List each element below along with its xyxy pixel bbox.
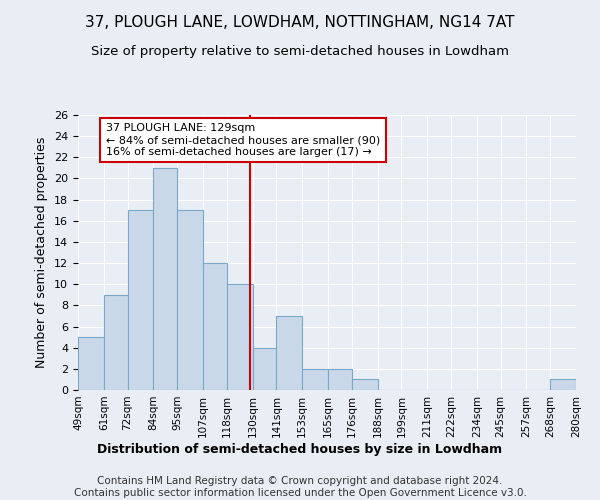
Text: Contains HM Land Registry data © Crown copyright and database right 2024.
Contai: Contains HM Land Registry data © Crown c… [74, 476, 526, 498]
Text: Size of property relative to semi-detached houses in Lowdham: Size of property relative to semi-detach… [91, 45, 509, 58]
Text: 37 PLOUGH LANE: 129sqm
← 84% of semi-detached houses are smaller (90)
16% of sem: 37 PLOUGH LANE: 129sqm ← 84% of semi-det… [106, 124, 380, 156]
Bar [550, 380, 576, 390]
Bar [177, 210, 203, 390]
Bar [277, 316, 302, 390]
Bar [104, 295, 128, 390]
Bar [203, 263, 227, 390]
Bar [253, 348, 277, 390]
Bar [78, 337, 104, 390]
Bar [328, 369, 352, 390]
Bar [128, 210, 154, 390]
Bar [302, 369, 328, 390]
Bar [352, 380, 377, 390]
Bar [154, 168, 177, 390]
Bar [227, 284, 253, 390]
Text: Distribution of semi-detached houses by size in Lowdham: Distribution of semi-detached houses by … [97, 442, 503, 456]
Text: 37, PLOUGH LANE, LOWDHAM, NOTTINGHAM, NG14 7AT: 37, PLOUGH LANE, LOWDHAM, NOTTINGHAM, NG… [85, 15, 515, 30]
Y-axis label: Number of semi-detached properties: Number of semi-detached properties [35, 137, 49, 368]
